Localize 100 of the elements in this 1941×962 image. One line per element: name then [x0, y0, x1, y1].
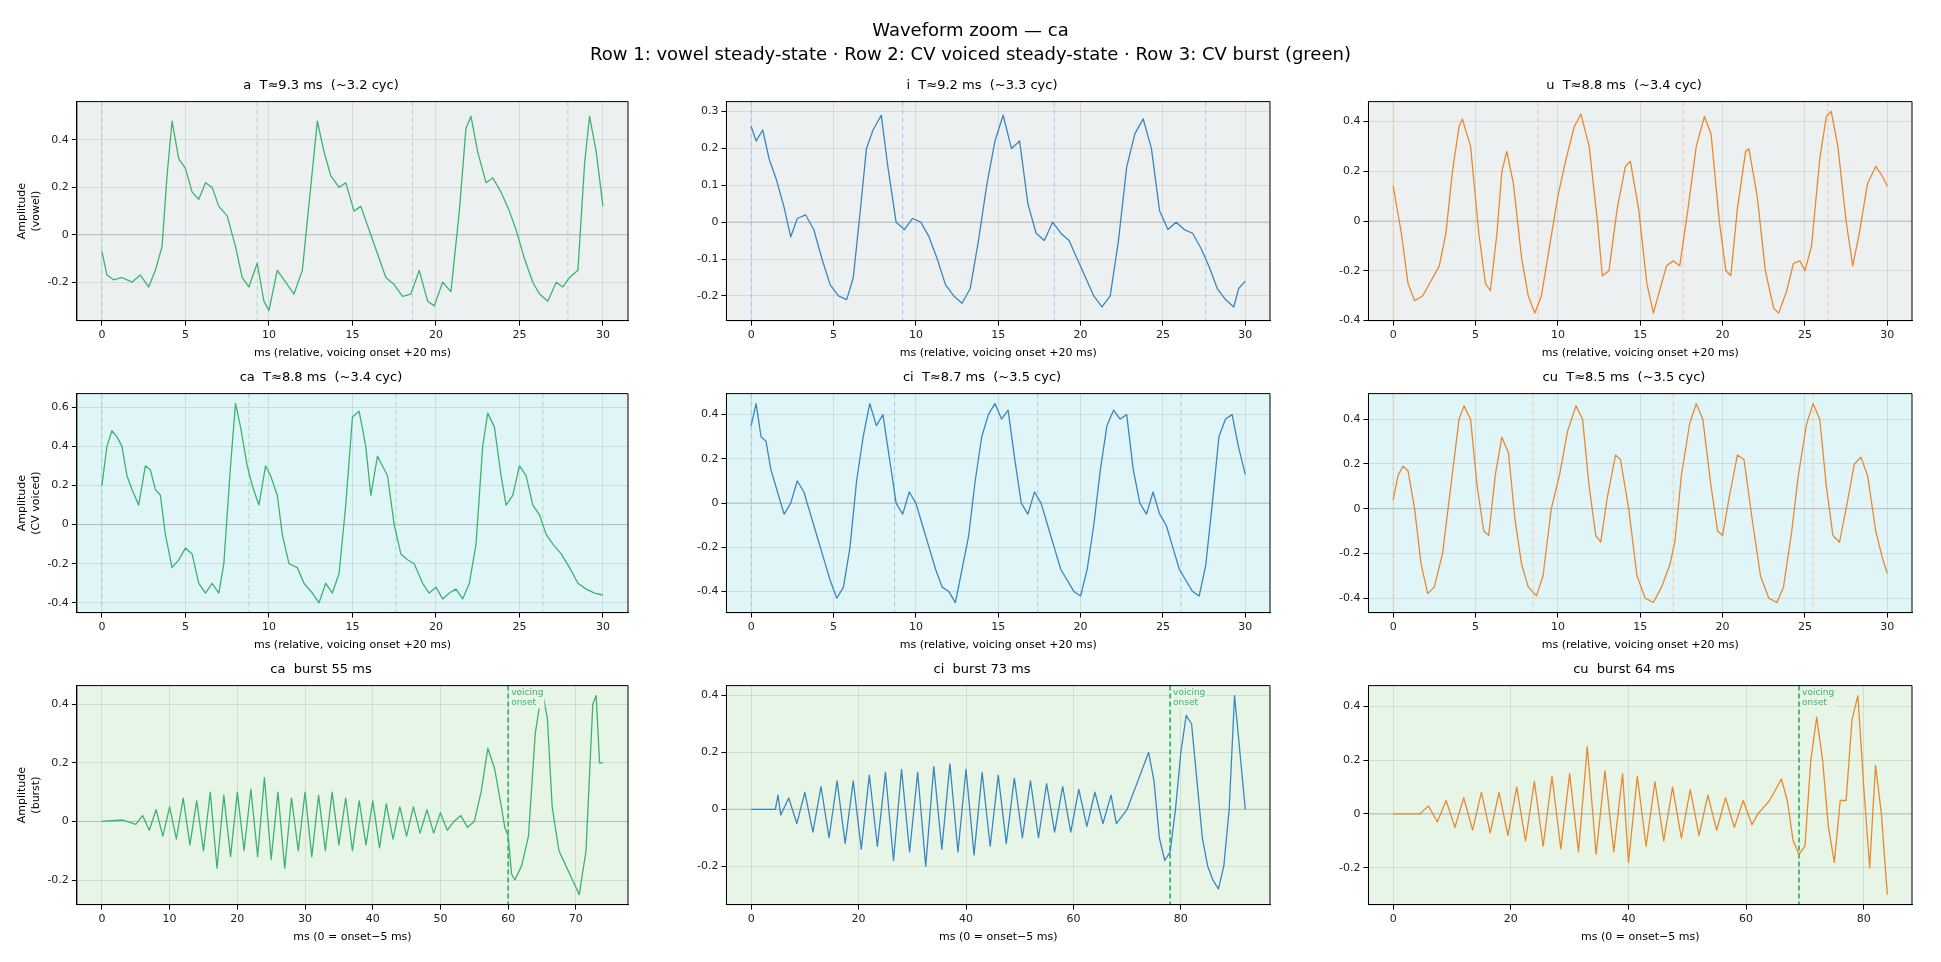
x-tick-label: 20: [851, 912, 866, 926]
chart-title: i T≈9.2 ms (~3.3 cyc): [906, 77, 1058, 93]
y-tick-label: -0.4: [47, 595, 69, 609]
x-tick-label: 30: [1238, 328, 1253, 342]
x-tick-label: 10: [908, 328, 923, 342]
x-tick-label: 5: [1472, 620, 1480, 634]
x-tick-label: 50: [433, 912, 448, 926]
chart-title: ca T≈8.8 ms (~3.4 cyc): [239, 369, 403, 385]
x-tick-label: 25: [512, 620, 527, 634]
y-axis-title: Amplitude (burst): [15, 766, 42, 824]
x-tick-label: 25: [1797, 328, 1812, 342]
y-tick-label: 0.2: [700, 745, 719, 759]
x-tick-label: 15: [1633, 328, 1648, 342]
x-axis-title: ms (relative, voicing onset +20 ms): [253, 346, 451, 360]
x-tick-label: 15: [1633, 620, 1648, 634]
x-tick-label: 10: [162, 912, 177, 926]
chart-title: u T≈8.8 ms (~3.4 cyc): [1546, 77, 1702, 93]
y-tick-label: 0: [61, 814, 69, 828]
y-tick-label: 0.1: [700, 178, 719, 192]
x-tick-label: 5: [830, 620, 838, 634]
x-axis-title: ms (relative, voicing onset +20 ms): [899, 346, 1097, 360]
y-tick-label: 0.2: [700, 141, 719, 155]
y-tick-label: 0: [711, 215, 719, 229]
y-tick-label: 0: [1353, 501, 1361, 515]
x-tick-label: 60: [501, 912, 516, 926]
chart-title: a T≈9.3 ms (~3.2 cyc): [243, 77, 399, 93]
ref-line-label: voicing onset: [1802, 687, 1835, 708]
x-axis-title: ms (0 = onset−5 ms): [939, 930, 1058, 944]
y-tick-label: 0.2: [51, 478, 69, 492]
x-tick-label: 10: [261, 620, 276, 634]
chart-title: cu burst 64 ms: [1573, 661, 1676, 677]
ref-line-label: voicing onset: [511, 687, 544, 708]
x-tick-label: 5: [1472, 328, 1480, 342]
y-tick-label: 0: [711, 495, 719, 509]
x-tick-label: 60: [1739, 912, 1754, 926]
y-tick-label: 0.2: [51, 180, 69, 194]
x-tick-label: 30: [1880, 328, 1895, 342]
chart-title: ca burst 55 ms: [270, 661, 372, 677]
y-tick-label: 0: [61, 227, 69, 241]
y-tick-label: 0.2: [1342, 456, 1361, 470]
y-tick-label: -0.2: [1338, 546, 1361, 560]
x-tick-label: 20: [428, 620, 443, 634]
x-tick-label: 5: [830, 328, 838, 342]
x-tick-label: 0: [98, 620, 106, 634]
y-tick-label: -0.2: [47, 556, 69, 570]
y-tick-label: -0.1: [696, 251, 719, 265]
y-tick-label: -0.2: [696, 540, 719, 554]
x-tick-label: 25: [1797, 620, 1812, 634]
text: Waveform zoom — ca: [871, 18, 1070, 42]
ref-line-label: voicing onset: [1173, 687, 1206, 708]
chart-title: ci burst 73 ms: [933, 661, 1031, 677]
y-tick-label: 0.4: [1342, 412, 1361, 426]
y-tick-label: 0.6: [51, 400, 69, 414]
x-tick-label: 20: [1073, 328, 1088, 342]
x-tick-label: 5: [181, 328, 189, 342]
x-axis-title: ms (0 = onset−5 ms): [293, 930, 412, 944]
text: Row 1: vowel steady-state · Row 2: CV voiced steady-state · Row 3: CV burst (green): [589, 42, 1352, 66]
x-tick-label: 25: [1155, 328, 1170, 342]
x-tick-label: 30: [1880, 620, 1895, 634]
x-tick-label: 20: [230, 912, 245, 926]
x-tick-label: 5: [181, 620, 189, 634]
chart-title: cu T≈8.5 ms (~3.5 cyc): [1542, 369, 1706, 385]
x-tick-label: 10: [908, 620, 923, 634]
y-tick-label: -0.2: [47, 872, 69, 886]
x-tick-label: 80: [1856, 912, 1871, 926]
y-tick-label: 0.4: [700, 407, 719, 421]
x-tick-label: 30: [595, 620, 610, 634]
y-tick-label: 0.4: [51, 132, 69, 146]
x-tick-label: 0: [98, 328, 106, 342]
x-tick-label: 15: [345, 620, 360, 634]
x-tick-label: 20: [428, 328, 443, 342]
x-tick-label: 0: [747, 328, 755, 342]
y-tick-label: -0.2: [1338, 860, 1361, 874]
x-tick-label: 10: [1550, 620, 1565, 634]
y-axis-title: Amplitude (CV voiced): [15, 471, 42, 535]
x-tick-label: 15: [991, 328, 1006, 342]
x-tick-label: 20: [1715, 620, 1730, 634]
x-tick-label: 0: [747, 912, 755, 926]
y-tick-label: 0.2: [1342, 752, 1361, 766]
y-tick-label: 0.2: [1342, 164, 1361, 178]
y-tick-label: 0: [1353, 213, 1361, 227]
x-axis-title: ms (0 = onset−5 ms): [1581, 930, 1700, 944]
y-tick-label: 0.3: [700, 104, 719, 118]
x-tick-label: 0: [747, 620, 755, 634]
x-tick-label: 0: [1389, 620, 1397, 634]
y-tick-label: 0: [711, 802, 719, 816]
y-tick-label: 0.4: [51, 439, 69, 453]
y-axis-title: Amplitude (vowel): [15, 182, 42, 240]
x-tick-label: 40: [959, 912, 974, 926]
x-tick-label: 20: [1073, 620, 1088, 634]
y-tick-label: 0.4: [51, 697, 69, 711]
x-axis-title: ms (relative, voicing onset +20 ms): [253, 638, 451, 652]
y-tick-label: 0: [1353, 806, 1361, 820]
x-tick-label: 20: [1715, 328, 1730, 342]
x-tick-label: 30: [1238, 620, 1253, 634]
x-tick-label: 30: [298, 912, 313, 926]
x-tick-label: 25: [512, 328, 527, 342]
y-tick-label: -0.4: [1338, 590, 1361, 604]
y-tick-label: 0.4: [1342, 114, 1361, 128]
y-tick-label: -0.2: [696, 288, 719, 302]
